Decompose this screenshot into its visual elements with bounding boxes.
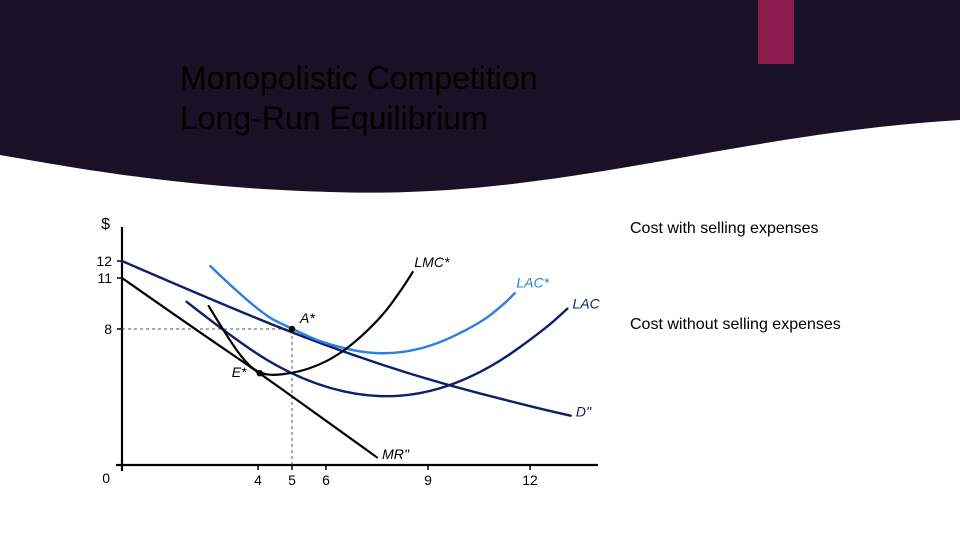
svg-text:12: 12 [522, 472, 538, 488]
economics-chart: $Q045691281112D''LACLAC*MR''LMC*A*E* [60, 200, 600, 505]
svg-text:12: 12 [96, 253, 112, 269]
label-cost-without-selling: Cost without selling expenses [630, 316, 930, 334]
title-line-2: Long-Run Equilibrium [180, 98, 538, 138]
slide-title: Monopolistic Competition Long-Run Equili… [180, 58, 538, 138]
svg-text:D'': D'' [576, 404, 593, 420]
svg-text:LMC*: LMC* [414, 254, 450, 270]
label-cost-with-selling: Cost with selling expenses [630, 220, 930, 238]
svg-text:LAC: LAC [573, 296, 601, 312]
svg-text:E*: E* [232, 364, 247, 380]
title-line-1: Monopolistic Competition [180, 58, 538, 98]
side-labels: Cost with selling expenses Cost without … [630, 220, 930, 334]
svg-text:0: 0 [102, 470, 110, 486]
svg-text:6: 6 [322, 472, 330, 488]
svg-text:8: 8 [104, 321, 112, 337]
svg-text:MR'': MR'' [382, 446, 410, 462]
svg-text:9: 9 [424, 472, 432, 488]
svg-text:11: 11 [97, 270, 112, 286]
svg-text:LAC*: LAC* [516, 274, 549, 290]
svg-text:A*: A* [299, 310, 315, 326]
accent-tab [758, 0, 794, 64]
svg-text:4: 4 [254, 472, 262, 488]
svg-text:5: 5 [288, 472, 296, 488]
slide-root: Monopolistic Competition Long-Run Equili… [0, 0, 960, 540]
svg-text:$: $ [101, 216, 110, 233]
chart-container: $Q045691281112D''LACLAC*MR''LMC*A*E* [60, 200, 600, 510]
label-gap [630, 238, 930, 316]
